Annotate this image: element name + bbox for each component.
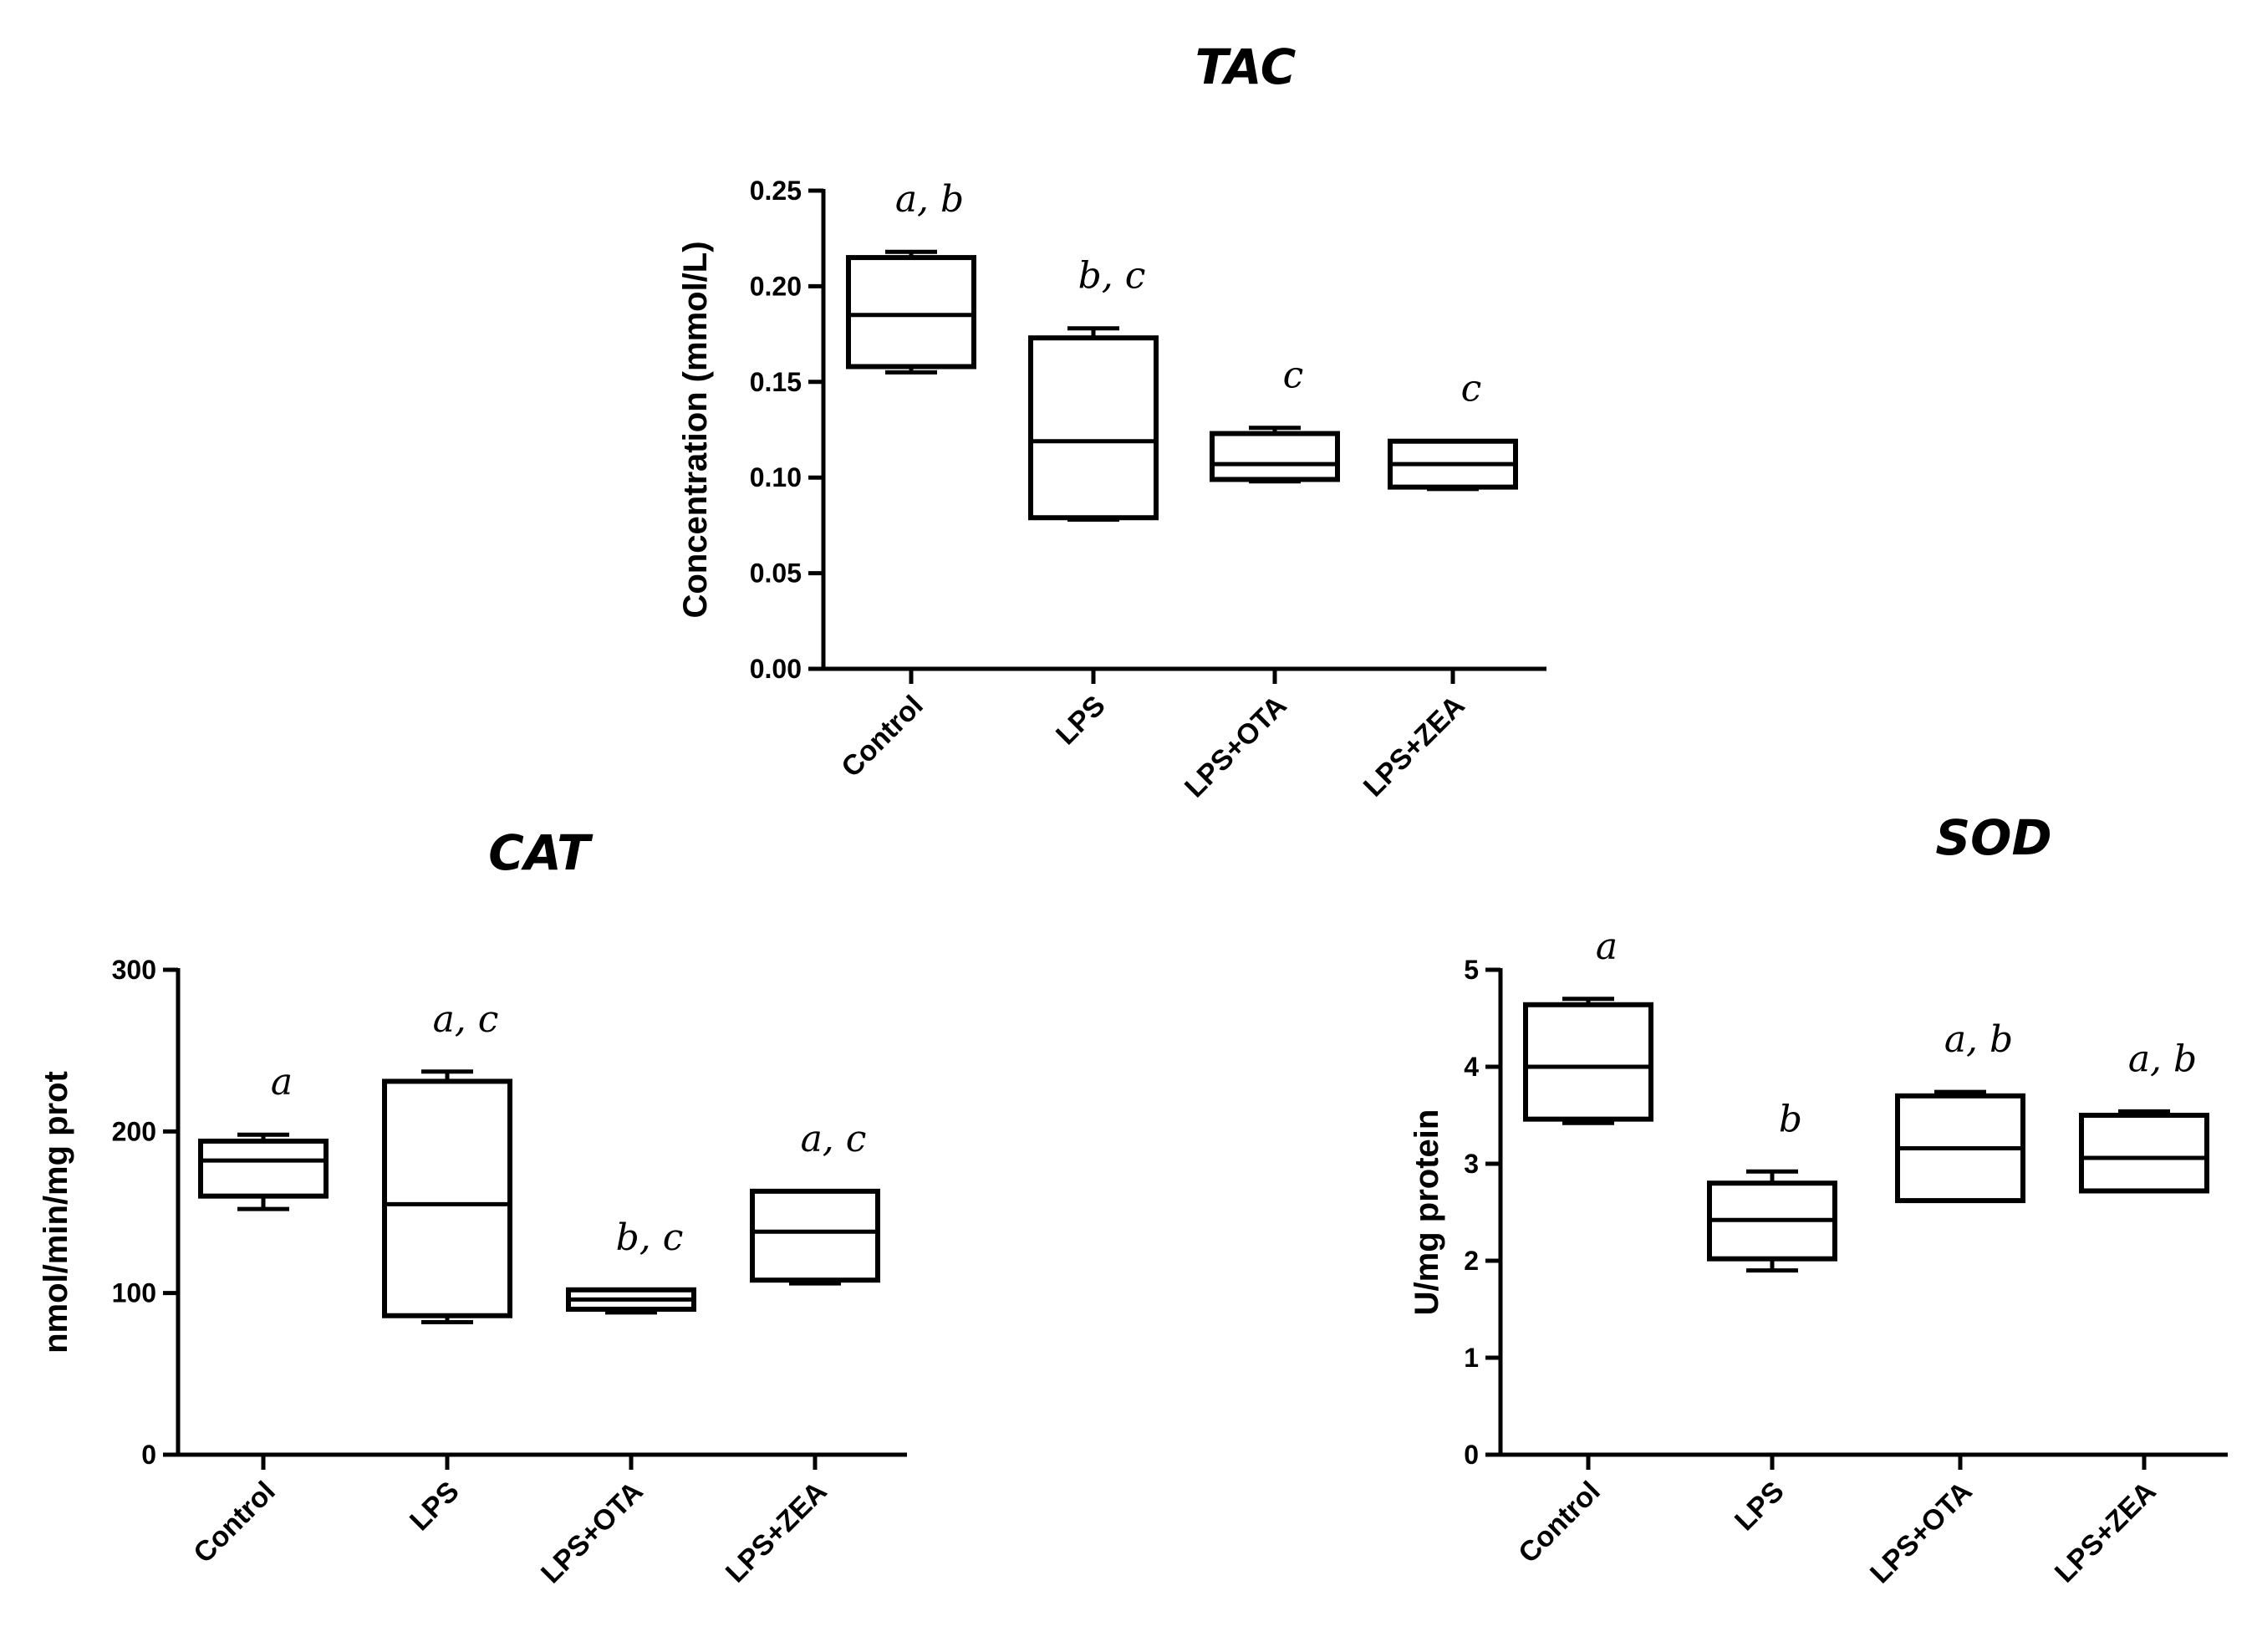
tac-y-tick-label: 0.00 — [750, 654, 802, 684]
sod-y-axis-label: U/mg protein — [1409, 1109, 1445, 1316]
tac-significance-label: b, c — [1078, 255, 1146, 298]
cat-box-3 — [750, 1188, 880, 1286]
tac-significance-label: c — [1461, 368, 1482, 410]
cat-box-0 — [198, 1132, 329, 1211]
tac-box-0 — [846, 249, 976, 375]
cat-significance-label: a, c — [801, 1118, 867, 1160]
cat-title: CAT — [488, 824, 594, 881]
tac-box-3 — [1388, 438, 1518, 492]
sod-significance-label: a, b — [2128, 1038, 2197, 1080]
sod-box-0 — [1523, 997, 1653, 1125]
cat-significance-label: a — [271, 1061, 293, 1104]
sod-significance-label: b — [1779, 1098, 1802, 1140]
sod-significance-label: a — [1596, 925, 1618, 968]
tac-box-1 — [1028, 326, 1159, 523]
tac-y-tick-label: 0.25 — [750, 176, 802, 206]
tac-significance-label: a, b — [895, 178, 964, 221]
tac-box-2 — [1210, 426, 1340, 484]
sod-significance-label: a, b — [1944, 1018, 2013, 1061]
sod-y-tick-label: 2 — [1464, 1246, 1479, 1276]
cat-significance-label: b, c — [616, 1216, 684, 1259]
cat-significance-label: a, c — [433, 998, 499, 1041]
cat-y-tick-label: 200 — [112, 1116, 156, 1146]
tac-y-tick-label: 0.05 — [750, 558, 802, 589]
cat-box-body — [198, 1138, 329, 1199]
sod-box-body — [1523, 1002, 1653, 1122]
sod-box-1 — [1707, 1169, 1837, 1273]
cat-y-tick-label: 100 — [112, 1278, 156, 1308]
tac-y-tick-label: 0.15 — [750, 367, 802, 397]
sod-y-tick-label: 0 — [1464, 1440, 1479, 1470]
sod-box-3 — [2079, 1109, 2209, 1194]
sod-y-tick-label: 5 — [1464, 955, 1479, 985]
tac-significance-label: c — [1283, 354, 1304, 397]
tac-box-body — [1028, 335, 1159, 521]
tac-y-axis-label: Concentration (mmol/L) — [677, 241, 714, 618]
cat-y-tick-label: 300 — [112, 955, 156, 985]
tac-box-body — [846, 255, 976, 370]
sod-y-tick-label: 1 — [1464, 1343, 1479, 1373]
sod-title: SOD — [1935, 809, 2051, 866]
tac-title: TAC — [1195, 38, 1297, 95]
cat-box-2 — [566, 1287, 696, 1315]
tac-y-tick-label: 0.10 — [750, 462, 802, 492]
sod-y-tick-label: 4 — [1464, 1052, 1479, 1082]
cat-y-tick-label: 0 — [141, 1440, 156, 1470]
tac-box-body — [1210, 431, 1340, 482]
sod-box-body — [2079, 1113, 2209, 1194]
cat-box-1 — [382, 1069, 512, 1324]
cat-box-body — [382, 1078, 512, 1318]
sod-box-2 — [1895, 1089, 2025, 1204]
cat-box-body — [750, 1188, 880, 1283]
cat-y-axis-label: nmol/min/mg prot — [38, 1071, 74, 1354]
sod-y-tick-label: 3 — [1464, 1149, 1479, 1179]
tac-y-tick-label: 0.20 — [750, 271, 802, 301]
